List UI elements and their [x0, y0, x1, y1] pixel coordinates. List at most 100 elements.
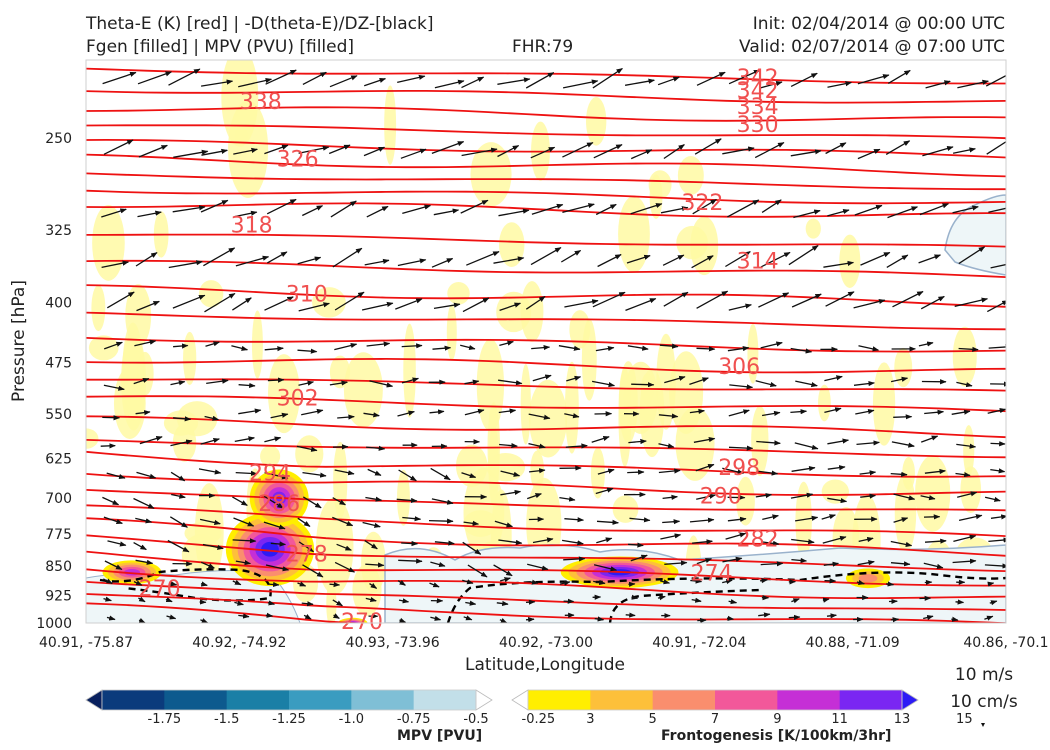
wind-vector: [793, 209, 821, 219]
wind-vector: [987, 408, 1006, 414]
wind-vector: [788, 245, 819, 266]
theta-e-contour: [86, 534, 1006, 572]
theta-e-contour-label: 306: [718, 355, 760, 380]
wind-vector: [658, 413, 679, 419]
wind-vector: [890, 376, 909, 383]
wind-vector: [334, 469, 355, 476]
wind-vector: [988, 344, 1006, 350]
fgen-weak-area: [952, 326, 977, 387]
theta-e-contour-label: 302: [277, 387, 319, 412]
wind-vector: [822, 535, 847, 544]
wind-vector: [955, 599, 965, 605]
wind-vector: [856, 579, 865, 585]
wind-vector: [595, 346, 615, 352]
wind-vector: [825, 291, 855, 307]
wind-vector: [334, 342, 358, 351]
wind-vector: [755, 380, 777, 388]
wind-vector: [499, 340, 514, 347]
wind-vector: [853, 381, 875, 387]
wind-vector: [727, 199, 760, 218]
wind-vector: [103, 384, 125, 391]
y-tick-label: 625: [45, 452, 72, 468]
fgen-weak-area: [498, 222, 525, 267]
wind-vector: [302, 564, 324, 578]
wind-vector: [103, 578, 113, 585]
wind-vector: [918, 341, 934, 347]
wind-vector: [531, 203, 564, 215]
wind-vector: [200, 199, 229, 213]
colorbar-segment: [413, 690, 477, 710]
fgen-weak-area: [463, 510, 498, 537]
mpv-colorbar: -1.75 -1.5 -1.25 -1.0 -0.75 -0.5 -0.25: [85, 689, 555, 727]
wind-vector: [790, 72, 818, 87]
y-tick-label: 925: [45, 589, 72, 605]
wind-vector: [886, 254, 909, 268]
wind-vector: [100, 443, 116, 449]
wind-vector: [689, 517, 715, 523]
wind-vector: [762, 540, 780, 546]
wind-vector: [857, 148, 881, 160]
wind-vector: [235, 560, 252, 566]
wind-vector: [498, 379, 523, 386]
wind-vector: [434, 540, 455, 546]
wind-vector: [365, 597, 377, 603]
wind-vector: [525, 72, 555, 89]
wind-vector: [103, 341, 123, 350]
wind-vector: [696, 290, 729, 309]
wind-vector: [923, 562, 944, 569]
wind-vector: [597, 468, 615, 475]
wind-vector: [755, 492, 773, 499]
vector-key-vertical: 10 cm/s: [950, 692, 1018, 712]
wind-vector: [696, 346, 716, 352]
wind-vector: [954, 297, 989, 308]
wind-vector: [591, 435, 610, 443]
wind-vector: [334, 561, 356, 573]
theta-e-contour: [86, 415, 1006, 439]
wind-vector: [530, 247, 562, 266]
wind-vector: [722, 556, 743, 563]
wind-vector: [106, 291, 135, 309]
theta-e-contour-label: 290: [700, 485, 742, 510]
wind-vector: [691, 255, 714, 269]
forecast-hour: FHR:79: [512, 37, 574, 57]
wind-vector: [363, 412, 380, 418]
colorbar-extend-min: [511, 689, 529, 711]
wind-vector: [990, 263, 1006, 269]
wind-vector: [398, 558, 423, 564]
wind-vector: [824, 407, 842, 414]
theta-e-contour-label: 326: [277, 147, 319, 172]
wind-vector: [859, 470, 877, 476]
wind-vector: [696, 493, 716, 500]
wind-vector: [592, 291, 626, 308]
wind-vector: [170, 380, 186, 386]
colorbar-tick-label: 13: [894, 712, 911, 727]
wind-vector: [467, 564, 488, 578]
theta-e-contour-label: 274: [691, 561, 733, 586]
fgen-weak-area: [751, 405, 769, 476]
colorbar-extend-max: [901, 689, 919, 711]
wind-vector: [761, 199, 782, 213]
wind-vector: [238, 382, 256, 389]
x-tick-label: 40.88, -71.09: [806, 635, 900, 651]
wind-vector: [922, 146, 954, 157]
wind-vector: [987, 581, 995, 587]
wind-vector: [564, 299, 599, 308]
fgen-weak-area: [125, 284, 152, 347]
wind-vector: [957, 491, 978, 498]
wind-vector: [200, 79, 234, 87]
wind-vector: [366, 445, 386, 451]
fgen-feature-level: [858, 574, 878, 583]
wind-vector: [827, 497, 848, 504]
wind-vector: [827, 465, 846, 471]
wind-vector: [757, 470, 779, 476]
wind-vector: [402, 516, 422, 522]
wind-vector: [433, 208, 460, 216]
wind-vector: [170, 471, 186, 482]
wind-vector: [924, 468, 946, 475]
wind-vector: [430, 615, 442, 621]
wind-vector: [103, 596, 112, 602]
wind-vector: [297, 348, 318, 354]
theta-e-contour-label: 342: [737, 79, 779, 104]
wind-vector: [560, 249, 582, 263]
